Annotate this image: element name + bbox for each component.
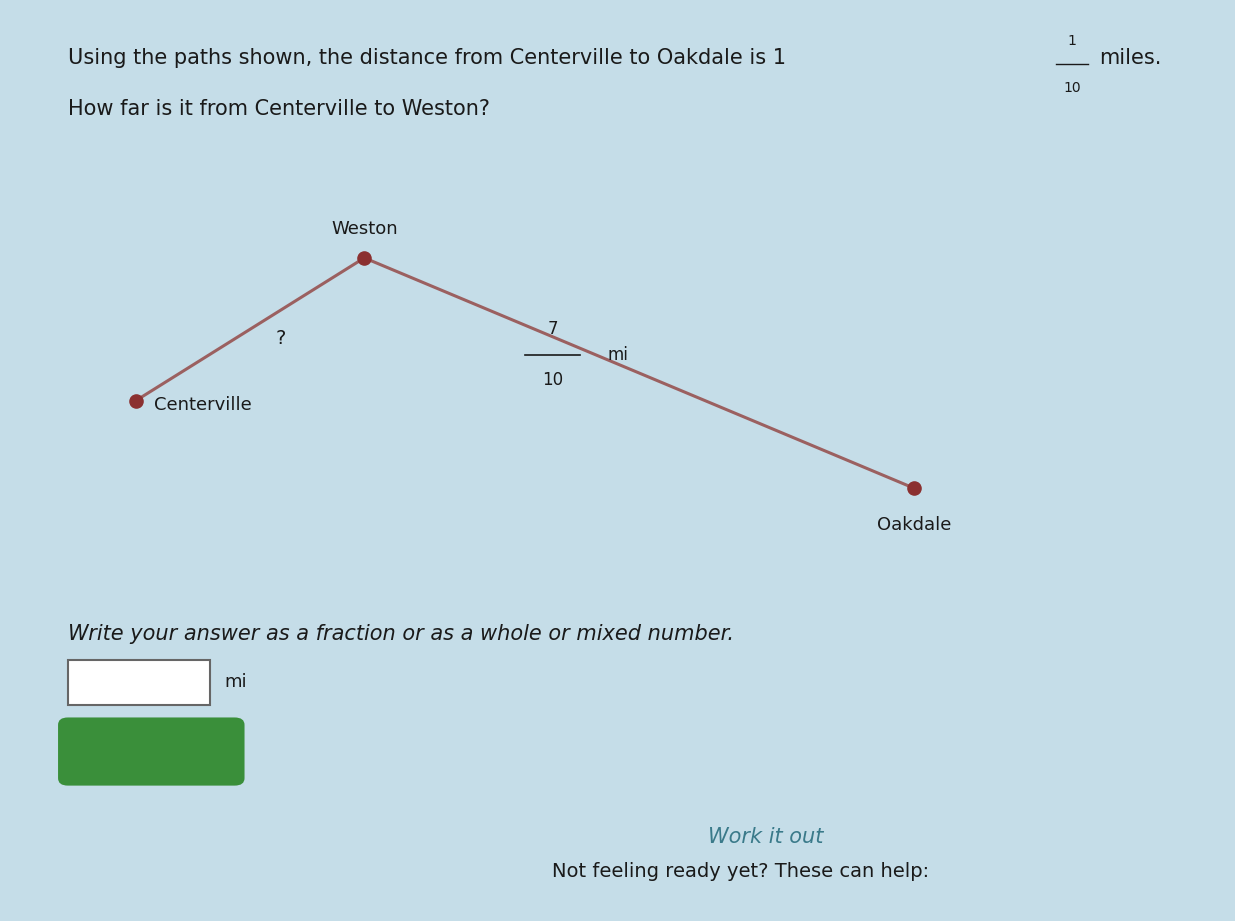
FancyBboxPatch shape [58, 717, 245, 786]
Point [126, 393, 146, 408]
Text: Weston: Weston [331, 219, 398, 238]
Text: Centerville: Centerville [154, 396, 252, 414]
Point [904, 481, 924, 495]
Text: mi: mi [606, 345, 627, 364]
Text: Submit: Submit [115, 742, 188, 761]
Text: 10: 10 [1063, 81, 1081, 95]
Text: Work it out: Work it out [708, 827, 824, 846]
Text: ?: ? [275, 329, 287, 348]
FancyBboxPatch shape [68, 660, 210, 705]
Text: mi: mi [225, 673, 247, 692]
Text: How far is it from Centerville to Weston?: How far is it from Centerville to Weston… [68, 99, 490, 119]
Text: Write your answer as a fraction or as a whole or mixed number.: Write your answer as a fraction or as a … [68, 624, 734, 644]
Text: Not feeling ready yet? These can help:: Not feeling ready yet? These can help: [552, 862, 930, 880]
Text: miles.: miles. [1099, 49, 1162, 68]
Text: 1: 1 [1067, 34, 1077, 48]
Text: 7: 7 [547, 320, 558, 338]
Text: 10: 10 [542, 371, 563, 390]
Text: Oakdale: Oakdale [877, 516, 951, 534]
Text: Using the paths shown, the distance from Centerville to Oakdale is 1: Using the paths shown, the distance from… [68, 49, 785, 68]
Point [354, 251, 374, 265]
